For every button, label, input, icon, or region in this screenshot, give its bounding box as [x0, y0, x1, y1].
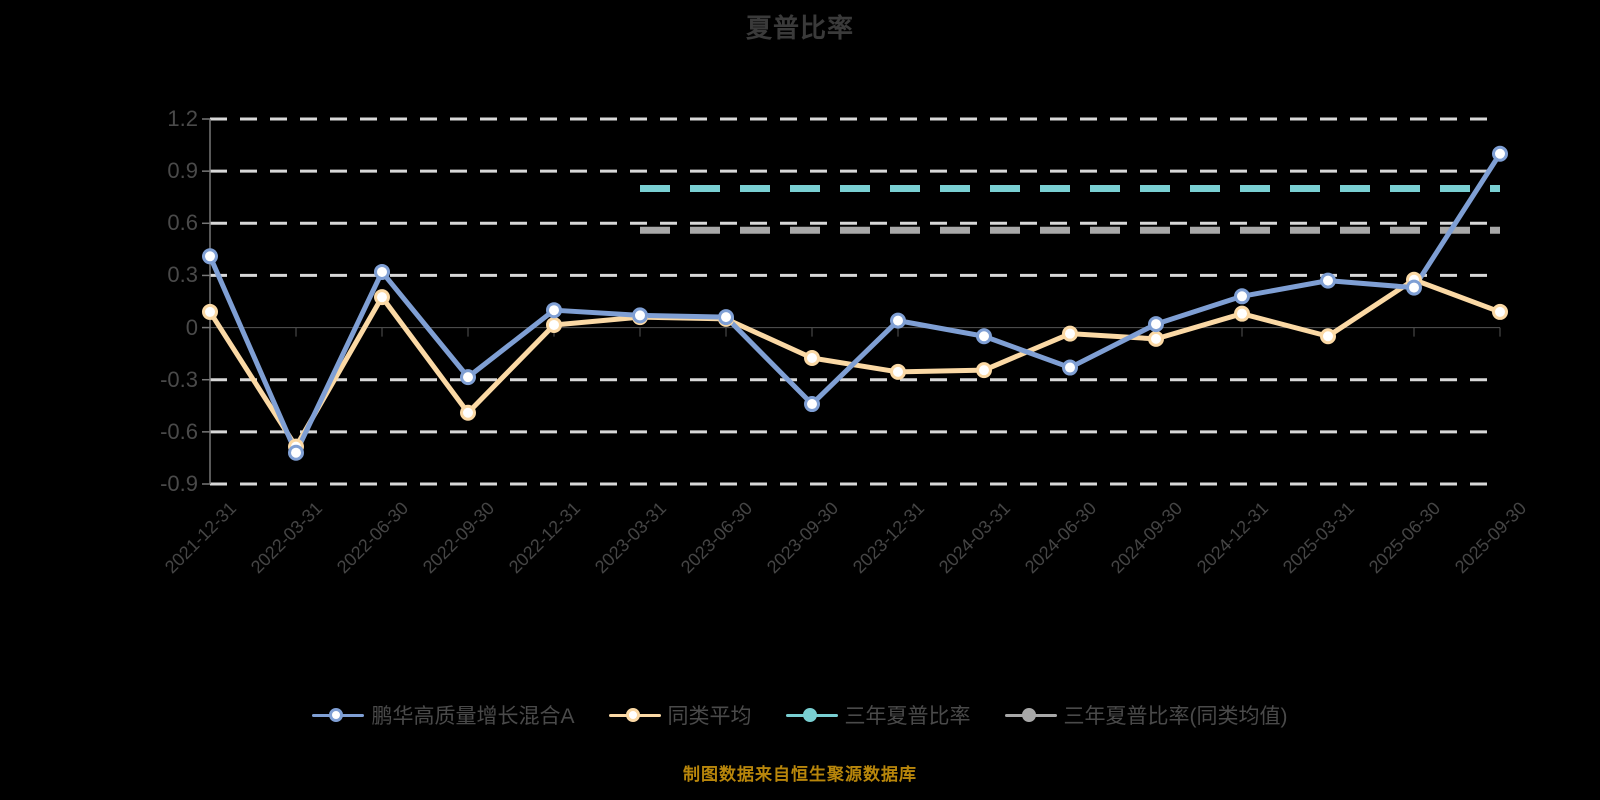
y-axis-tick: 0.9 [167, 158, 198, 184]
x-axis-tick: 2023-12-31 [848, 498, 929, 578]
legend-dot-icon [802, 708, 817, 722]
x-axis-tick: 2023-03-31 [590, 498, 671, 578]
x-axis-tick: 2021-12-31 [160, 498, 241, 578]
legend-item[interactable]: 三年夏普比率 [785, 700, 971, 730]
y-axis-tick: -0.9 [160, 471, 198, 496]
legend-marker-icon [312, 705, 365, 725]
x-axis-tick: 2025-06-30 [1364, 498, 1445, 578]
chart-legend: 鹏华高质量增长混合A 同类平均 三年夏普比率 三年夏普比率(同类均值) [0, 700, 1600, 730]
legend-label: 三年夏普比率(同类均值) [1063, 705, 1288, 728]
y-axis-tick: 0 [185, 314, 198, 340]
legend-label: 三年夏普比率 [844, 705, 971, 728]
x-axis-tick: 2022-09-30 [418, 498, 499, 578]
legend-label: 同类平均 [667, 705, 752, 728]
plot-area [202, 117, 1508, 486]
legend-marker-icon [785, 705, 838, 725]
x-axis-tick: 2025-09-30 [1450, 498, 1531, 578]
y-axis-tick: -0.3 [160, 366, 198, 392]
legend-dot-icon [329, 708, 344, 722]
x-axis-tick: 2024-12-31 [1192, 498, 1273, 578]
page-title: 夏普比率 [745, 13, 854, 43]
y-axis-tick: 1.2 [167, 106, 198, 131]
reference-lines [640, 185, 1500, 234]
legend-dot-icon [625, 708, 640, 722]
x-axis-tick: 2024-03-31 [934, 498, 1015, 578]
legend-item[interactable]: 三年夏普比率(同类均值) [1004, 700, 1288, 730]
legend-item[interactable]: 鹏华高质量增长混合A [312, 700, 575, 730]
legend-item[interactable]: 同类平均 [608, 700, 752, 730]
watermark-text: 制图数据来自恒生聚源数据库 [683, 765, 917, 784]
x-axis-tick: 2022-06-30 [332, 498, 413, 578]
x-axis-tick: 2023-09-30 [762, 498, 843, 578]
y-axis-tick: 0.3 [167, 262, 198, 288]
y-axis-tick: 0.6 [167, 210, 198, 236]
legend-marker-icon [608, 705, 661, 725]
data-series [202, 145, 1508, 461]
legend-marker-icon [1004, 705, 1057, 725]
y-axis-tick: -0.6 [160, 418, 198, 444]
legend-dot-icon [1021, 708, 1036, 722]
x-axis-tick: 2022-03-31 [246, 498, 327, 578]
x-axis-tick: 2022-12-31 [504, 498, 585, 578]
legend-label: 鹏华高质量增长混合A [371, 705, 575, 728]
x-axis-tick: 2025-03-31 [1278, 498, 1359, 578]
x-axis-tick: 2024-09-30 [1106, 498, 1187, 578]
x-axis-tick: 2024-06-30 [1020, 498, 1101, 578]
gridlines [202, 117, 1501, 486]
x-axis-tick: 2023-06-30 [676, 498, 757, 578]
